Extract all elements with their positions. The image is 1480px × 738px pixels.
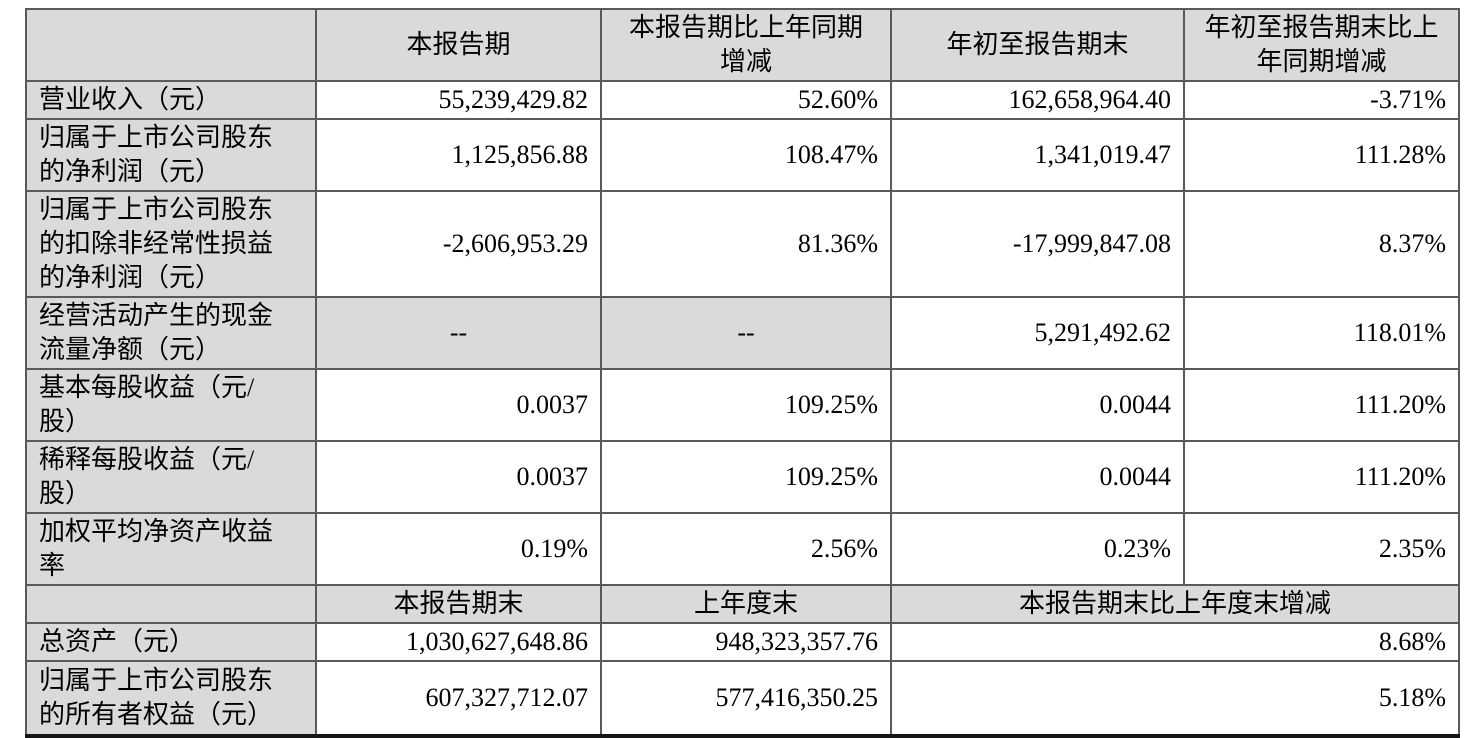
value-ytd-yoy-change: -3.71% (1183, 80, 1460, 120)
value-yoy-change: -- (600, 296, 892, 370)
value-ytd: 5,291,492.62 (890, 296, 1185, 370)
row-label: 稀释每股收益（元/ 股） (25, 440, 317, 514)
table-row-total-assets: 总资产（元） 1,030,627,648.86 948,323,357.76 8… (25, 622, 1460, 662)
value-yoy-change: 81.36% (600, 190, 892, 298)
value-yoy-change: 108.47% (600, 118, 892, 192)
header-blank-cell (25, 584, 317, 624)
header-row-balance: 本报告期末 上年度末 本报告期末比上年度末增减 (25, 584, 1460, 624)
table-row-operating-cash-flow: 经营活动产生的现金 流量净额（元） -- -- 5,291,492.62 118… (25, 296, 1460, 370)
value-yoy-change: 52.60% (600, 80, 892, 120)
value-current-period: 55,239,429.82 (315, 80, 602, 120)
row-label: 加权平均净资产收益 率 (25, 512, 317, 586)
row-label: 经营活动产生的现金 流量净额（元） (25, 296, 317, 370)
table-row-net-profit: 归属于上市公司股东 的净利润（元） 1,125,856.88 108.47% 1… (25, 118, 1460, 192)
header-current-period: 本报告期 (315, 8, 602, 82)
value-yoy-change: 109.25% (600, 440, 892, 514)
row-label: 总资产（元） (25, 622, 317, 662)
header-row-period: 本报告期 本报告期比上年同期 增减 年初至报告期末 年初至报告期末比上 年同期增… (25, 8, 1460, 82)
value-ytd-yoy-change: 111.20% (1183, 440, 1460, 514)
value-yoy-change: 2.56% (600, 512, 892, 586)
header-current-period-yoy-change: 本报告期比上年同期 增减 (600, 8, 892, 82)
row-label: 归属于上市公司股东 的净利润（元） (25, 118, 317, 192)
value-ytd: 0.0044 (890, 368, 1185, 442)
row-label: 归属于上市公司股东 的所有者权益（元） (25, 660, 317, 737)
table-row-net-profit-excl-nonrecurring: 归属于上市公司股东 的扣除非经常性损益 的净利润（元） -2,606,953.2… (25, 190, 1460, 298)
table-row-diluted-eps: 稀释每股收益（元/ 股） 0.0037 109.25% 0.0044 111.2… (25, 440, 1460, 514)
value-ytd: 162,658,964.40 (890, 80, 1185, 120)
value-end-of-last-year: 948,323,357.76 (600, 622, 892, 662)
value-current-period: 1,125,856.88 (315, 118, 602, 192)
value-ytd-yoy-change: 8.37% (1183, 190, 1460, 298)
value-ytd: 0.23% (890, 512, 1185, 586)
value-change: 8.68% (890, 622, 1460, 662)
table-row-basic-eps: 基本每股收益（元/ 股） 0.0037 109.25% 0.0044 111.2… (25, 368, 1460, 442)
value-ytd-yoy-change: 2.35% (1183, 512, 1460, 586)
value-ytd-yoy-change: 111.20% (1183, 368, 1460, 442)
quarterly-financial-indicators-table: 本报告期 本报告期比上年同期 增减 年初至报告期末 年初至报告期末比上 年同期增… (25, 8, 1460, 738)
value-ytd-yoy-change: 111.28% (1183, 118, 1460, 192)
header-change-vs-last-year-end: 本报告期末比上年度末增减 (890, 584, 1460, 624)
value-current-period: 0.19% (315, 512, 602, 586)
header-end-of-period: 本报告期末 (315, 584, 602, 624)
value-end-of-period: 1,030,627,648.86 (315, 622, 602, 662)
header-blank-cell (25, 8, 317, 82)
value-yoy-change: 109.25% (600, 368, 892, 442)
header-ytd-yoy-change: 年初至报告期末比上 年同期增减 (1183, 8, 1460, 82)
value-ytd: 0.0044 (890, 440, 1185, 514)
row-label: 基本每股收益（元/ 股） (25, 368, 317, 442)
header-year-to-date: 年初至报告期末 (890, 8, 1185, 82)
header-end-of-last-year: 上年度末 (600, 584, 892, 624)
table-row-operating-revenue: 营业收入（元） 55,239,429.82 52.60% 162,658,964… (25, 80, 1460, 120)
value-ytd: 1,341,019.47 (890, 118, 1185, 192)
value-current-period: 0.0037 (315, 440, 602, 514)
value-current-period: -2,606,953.29 (315, 190, 602, 298)
value-current-period: -- (315, 296, 602, 370)
table-row-weighted-avg-roe: 加权平均净资产收益 率 0.19% 2.56% 0.23% 2.35% (25, 512, 1460, 586)
row-label: 营业收入（元） (25, 80, 317, 120)
value-current-period: 0.0037 (315, 368, 602, 442)
row-label: 归属于上市公司股东 的扣除非经常性损益 的净利润（元） (25, 190, 317, 298)
value-ytd: -17,999,847.08 (890, 190, 1185, 298)
value-end-of-period: 607,327,712.07 (315, 660, 602, 737)
value-ytd-yoy-change: 118.01% (1183, 296, 1460, 370)
